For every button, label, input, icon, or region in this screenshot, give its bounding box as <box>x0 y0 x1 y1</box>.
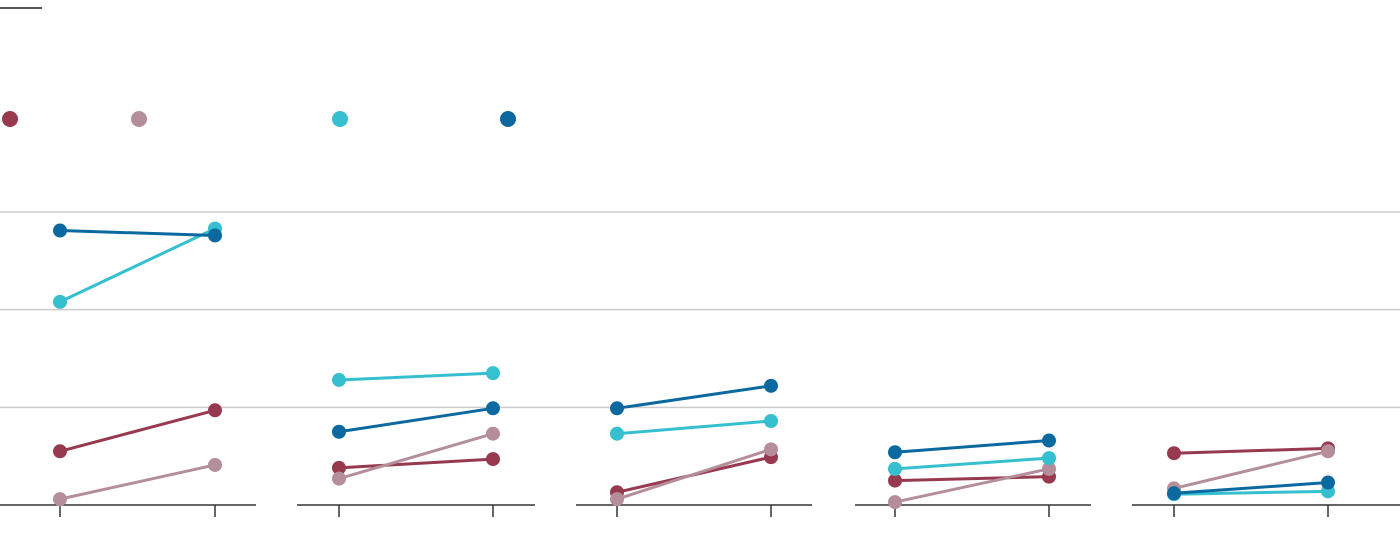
data-point <box>1167 446 1181 461</box>
series-line <box>59 408 216 453</box>
data-point <box>610 426 624 441</box>
series-line <box>1173 489 1329 496</box>
data-point <box>53 492 67 507</box>
data-point <box>764 442 778 457</box>
data-point <box>1042 451 1056 466</box>
data-point <box>486 366 500 381</box>
data-point <box>1321 444 1335 459</box>
series-line <box>59 227 216 304</box>
legend-marker <box>131 111 147 127</box>
data-point <box>1321 475 1335 490</box>
data-point <box>332 460 346 475</box>
data-point <box>53 294 67 309</box>
data-point <box>1042 461 1056 476</box>
data-point <box>332 372 346 387</box>
series-line <box>616 419 772 436</box>
data-point <box>888 473 902 488</box>
series-line <box>894 456 1050 471</box>
data-point <box>208 457 222 472</box>
legend-marker <box>500 111 516 127</box>
data-point <box>764 414 778 429</box>
data-point <box>486 426 500 441</box>
data-point <box>610 492 624 507</box>
series-line <box>1173 449 1329 490</box>
data-point <box>208 403 222 418</box>
legend-marker <box>2 111 18 127</box>
series-line <box>616 384 772 410</box>
data-point <box>764 378 778 393</box>
data-point <box>888 495 902 510</box>
data-point <box>486 452 500 467</box>
series-line <box>338 457 494 470</box>
data-point <box>332 424 346 439</box>
series-line <box>338 432 494 481</box>
series-line <box>1173 481 1329 495</box>
data-point <box>208 228 222 243</box>
series-line <box>59 463 216 501</box>
data-point <box>1167 486 1181 501</box>
data-point <box>332 471 346 486</box>
series-line <box>894 439 1050 454</box>
data-point <box>610 401 624 416</box>
series-line <box>616 447 772 501</box>
series-line <box>1173 446 1329 455</box>
data-point <box>53 223 67 238</box>
data-point <box>888 445 902 460</box>
series-line <box>338 371 494 382</box>
data-point <box>1042 433 1056 448</box>
data-point <box>53 444 67 459</box>
legend-marker <box>332 111 348 127</box>
series-line <box>894 475 1050 483</box>
series-line <box>338 406 494 434</box>
series-line <box>59 229 216 237</box>
data-point <box>888 461 902 476</box>
data-point <box>486 401 500 416</box>
series-line <box>894 467 1050 504</box>
